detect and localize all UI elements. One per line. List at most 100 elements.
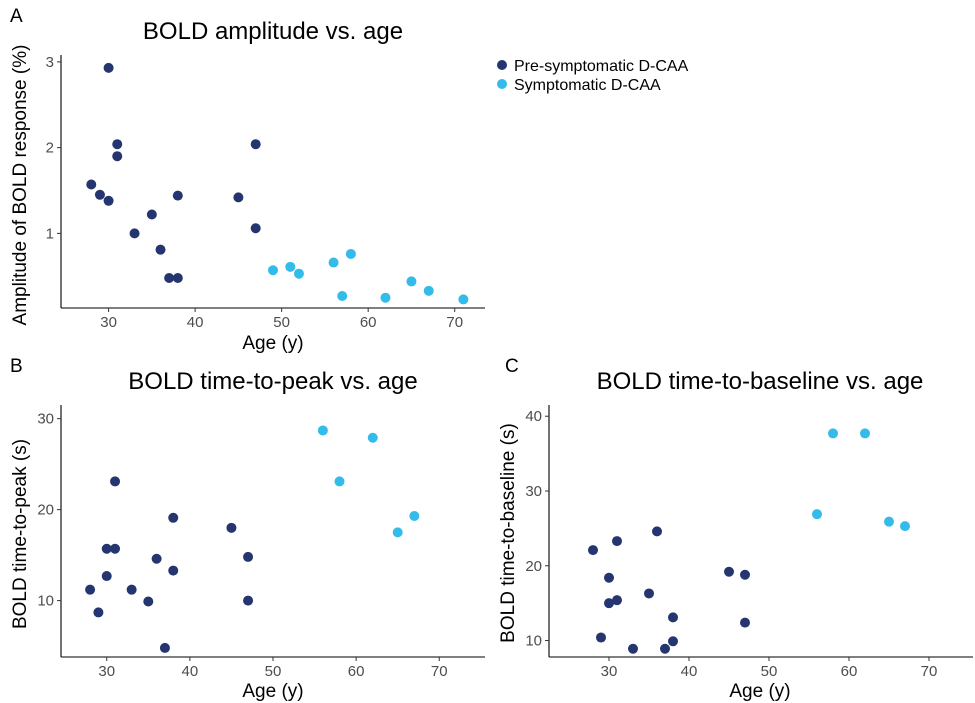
panel-c-y-axis-title: BOLD time-to-baseline (s): [498, 423, 519, 643]
panel-b-x-tick-label: 40: [182, 663, 199, 680]
legend-label-symptomatic: Symptomatic D-CAA: [514, 77, 661, 94]
panel-c-x-axis-title: Age (y): [729, 681, 790, 702]
panel-b-point-pre-symptomatic: [126, 584, 137, 595]
panel-a-point-pre-symptomatic: [164, 272, 175, 283]
panel-b-plot: 30 40 50 60 70 10 20 30: [37, 405, 485, 680]
panel-a-point-pre-symptomatic: [112, 139, 123, 150]
panel-a-x-tick-label: 60: [360, 314, 377, 331]
panel-c-point-symptomatic: [900, 521, 910, 532]
panel-a-point-symptomatic: [337, 290, 348, 301]
panel-c-point-symptomatic: [812, 509, 822, 520]
panel-b-point-pre-symptomatic: [110, 476, 121, 487]
panel-a-point-pre-symptomatic: [86, 179, 97, 190]
panel-b-point-pre-symptomatic: [85, 584, 96, 595]
panel-a-title: BOLD amplitude vs. age: [143, 18, 403, 45]
panel-b-point-symptomatic: [367, 432, 378, 443]
panel-b-point-symptomatic: [409, 510, 420, 521]
panel-c-point-pre-symptomatic: [588, 545, 598, 556]
panel-a-point-symptomatic: [285, 261, 296, 272]
panel-a-point-pre-symptomatic: [146, 209, 157, 220]
panel-b-point-pre-symptomatic: [243, 595, 254, 606]
panel-c-point-pre-symptomatic: [668, 612, 678, 623]
panel-c-x-tick-label: 50: [761, 663, 778, 680]
panel-c-y-tick-label: 40: [525, 408, 542, 425]
panel-c-point-pre-symptomatic: [612, 595, 622, 606]
panel-b-point-pre-symptomatic: [168, 512, 179, 523]
panel-c-x-tick-label: 60: [841, 663, 858, 680]
panel-b-point-pre-symptomatic: [243, 551, 254, 562]
panel-a-point-pre-symptomatic: [94, 189, 105, 200]
panel-c-point-symptomatic: [884, 516, 894, 527]
panel-a-point-pre-symptomatic: [129, 228, 140, 239]
legend-label-pre-symptomatic: Pre-symptomatic D-CAA: [514, 58, 689, 75]
panel-c-x-tick-label: 70: [921, 663, 938, 680]
panel-a-x-tick-label: 40: [187, 314, 204, 331]
panel-b-point-pre-symptomatic: [151, 553, 162, 564]
panel-a-x-axis-title: Age (y): [242, 333, 303, 354]
panel-b-point-symptomatic: [334, 476, 345, 487]
panel-c-y-tick-label: 30: [525, 483, 542, 500]
panel-a-point-symptomatic: [380, 292, 391, 303]
panel-a-point-symptomatic: [293, 268, 304, 279]
panel-c-point-pre-symptomatic: [660, 643, 670, 654]
panel-c-plot: 30 40 50 60 70 10 20 30 40: [525, 405, 973, 680]
legend-marker-symptomatic: [497, 79, 507, 89]
panel-c-point-pre-symptomatic: [644, 588, 654, 599]
panel-a-y-axis-title: Amplitude of BOLD response (%): [10, 45, 31, 326]
panel-c-point-pre-symptomatic: [740, 617, 750, 628]
panel-b-point-pre-symptomatic: [159, 642, 170, 653]
panel-a-point-pre-symptomatic: [112, 151, 123, 162]
panel-letter-c: C: [505, 356, 519, 377]
panel-c-point-symptomatic: [828, 428, 838, 439]
panel-c-x-tick-label: 40: [681, 663, 698, 680]
panel-c-point-symptomatic: [860, 428, 870, 439]
panel-a-y-tick-label: 2: [46, 140, 54, 157]
panel-b-x-axis-title: Age (y): [242, 681, 303, 702]
panel-a-point-symptomatic: [328, 257, 339, 268]
panel-a-point-symptomatic: [345, 248, 356, 259]
panel-b: B BOLD time-to-peak vs. age BOLD time-to…: [10, 356, 485, 702]
legend: Pre-symptomatic D-CAA Symptomatic D-CAA: [497, 58, 689, 94]
panel-a-y-tick-label: 1: [46, 225, 54, 242]
panel-c-point-pre-symptomatic: [652, 526, 662, 537]
panel-b-x-tick-label: 30: [98, 663, 115, 680]
panel-b-x-tick-label: 70: [431, 663, 448, 680]
panel-letter-b: B: [10, 356, 23, 377]
panel-a: A BOLD amplitude vs. age Amplitude of BO…: [10, 6, 485, 354]
panel-b-x-tick-label: 60: [348, 663, 365, 680]
panel-a-point-symptomatic: [268, 265, 278, 276]
legend-marker-pre-symptomatic: [497, 60, 507, 70]
panel-c-point-pre-symptomatic: [668, 636, 678, 647]
panel-c-title: BOLD time-to-baseline vs. age: [597, 368, 924, 395]
panel-b-y-tick-label: 30: [37, 411, 54, 428]
panel-b-point-symptomatic: [392, 527, 403, 538]
panel-a-point-pre-symptomatic: [103, 62, 114, 73]
panel-b-point-pre-symptomatic: [168, 565, 179, 576]
panel-a-point-symptomatic: [458, 294, 469, 305]
panel-letter-a: A: [10, 6, 23, 27]
panel-b-point-pre-symptomatic: [101, 571, 112, 582]
panel-c-point-pre-symptomatic: [628, 643, 638, 654]
panel-c-point-pre-symptomatic: [604, 572, 614, 583]
panel-c-point-pre-symptomatic: [596, 632, 606, 643]
panel-c-y-tick-label: 20: [525, 558, 542, 575]
panel-a-point-pre-symptomatic: [250, 223, 261, 234]
panel-a-point-pre-symptomatic: [103, 195, 114, 206]
panel-a-point-pre-symptomatic: [250, 139, 261, 150]
panel-b-point-pre-symptomatic: [101, 543, 112, 554]
panel-c-y-tick-label: 10: [525, 633, 542, 650]
panel-b-point-pre-symptomatic: [143, 596, 154, 607]
panel-a-point-symptomatic: [406, 276, 417, 287]
panel-a-x-tick-label: 50: [273, 314, 290, 331]
panel-c-point-pre-symptomatic: [724, 566, 734, 577]
panel-b-point-pre-symptomatic: [93, 607, 104, 618]
panel-b-point-pre-symptomatic: [110, 543, 121, 554]
panel-a-plot: 30 40 50 60 70 1 2 3: [46, 54, 485, 331]
panel-a-point-pre-symptomatic: [172, 272, 183, 283]
panel-c-x-tick-label: 30: [601, 663, 618, 680]
panel-b-y-tick-label: 20: [37, 502, 54, 519]
panel-a-point-pre-symptomatic: [172, 190, 183, 201]
panel-a-point-pre-symptomatic: [233, 192, 244, 203]
panel-b-y-tick-label: 10: [37, 593, 54, 610]
